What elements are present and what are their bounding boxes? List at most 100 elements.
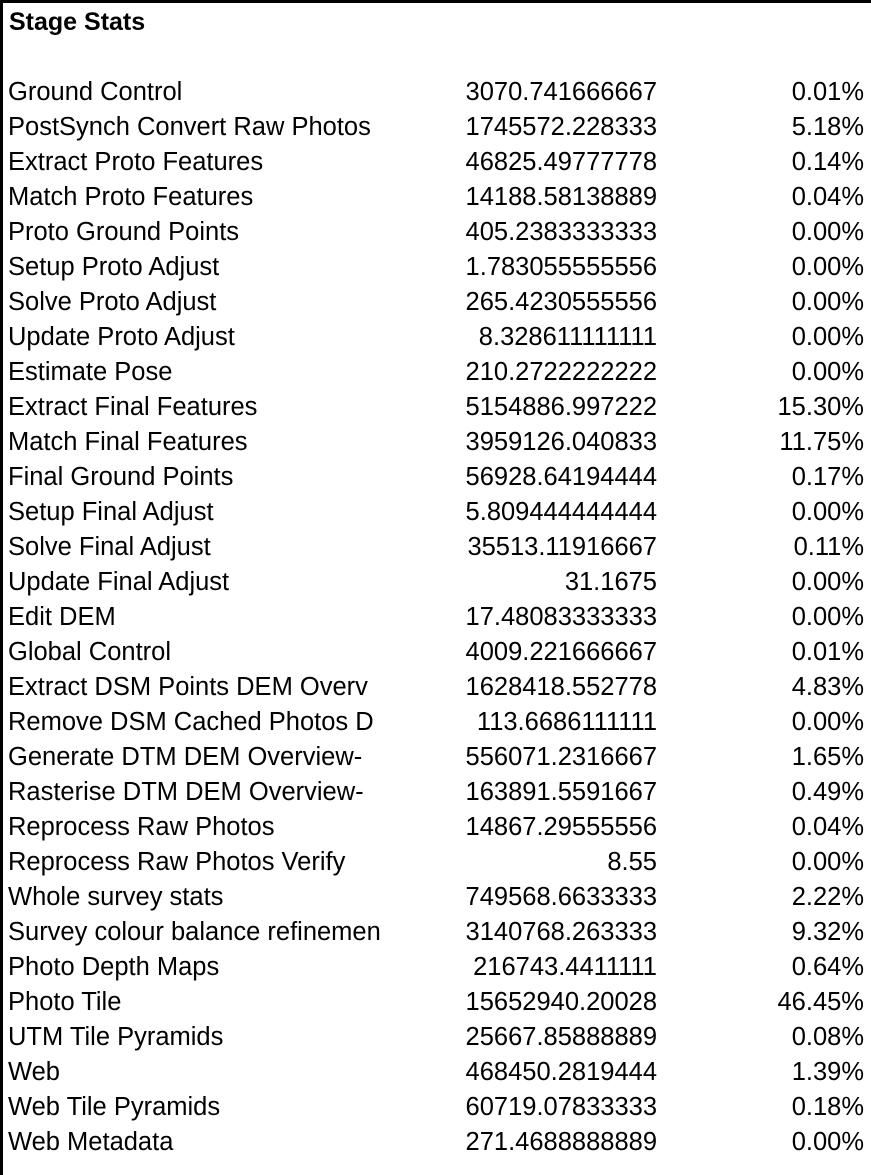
stage-percent-cell[interactable]: 0.17%: [791, 463, 864, 491]
stage-name-cell[interactable]: UTM Tile Pyramids: [8, 1023, 224, 1051]
stage-percent-cell[interactable]: 15.30%: [777, 393, 865, 421]
stage-percent-cell[interactable]: 0.01%: [791, 638, 864, 666]
stage-value-cell[interactable]: 5.809444444444: [465, 498, 657, 526]
stage-name-cell[interactable]: Extract DSM Points DEM Overv: [8, 673, 368, 701]
stage-value-cell[interactable]: 163891.5591667: [465, 778, 657, 806]
stage-value-cell[interactable]: 3959126.040833: [465, 428, 657, 456]
stage-percent-cell[interactable]: 0.04%: [791, 813, 864, 841]
stage-value-cell[interactable]: 210.2722222222: [465, 358, 657, 386]
stage-value-cell[interactable]: 556071.2316667: [465, 743, 657, 771]
stage-name-cell[interactable]: Photo Tile: [8, 988, 122, 1016]
sheet-title[interactable]: Stage Stats: [9, 8, 146, 36]
stage-name-cell[interactable]: Generate DTM DEM Overview-: [8, 743, 363, 771]
stage-percent-cell[interactable]: 0.00%: [791, 498, 864, 526]
stage-value-cell[interactable]: 25667.85888889: [465, 1023, 657, 1051]
stage-percent-cell[interactable]: 0.00%: [791, 288, 864, 316]
stage-value-cell[interactable]: 56928.64194444: [465, 463, 657, 491]
stage-name-cell[interactable]: Update Final Adjust: [8, 568, 230, 596]
stage-value-cell[interactable]: 8.55: [607, 848, 657, 876]
stage-value-cell[interactable]: 405.2383333333: [465, 218, 657, 246]
stage-value-cell[interactable]: 46825.49777778: [465, 148, 657, 176]
stage-percent-cell[interactable]: 0.00%: [791, 568, 864, 596]
stage-value-cell[interactable]: 113.6686111111: [476, 708, 657, 736]
stage-percent-cell[interactable]: 0.00%: [791, 848, 864, 876]
stage-percent-cell[interactable]: 1.39%: [791, 1058, 864, 1086]
stage-percent-cell[interactable]: 1.65%: [791, 743, 864, 771]
stage-name-cell[interactable]: Web Tile Pyramids: [8, 1093, 221, 1121]
table-row: Rasterise DTM DEM Overview- 163891.55916…: [3, 775, 871, 810]
stage-value-cell[interactable]: 265.4230555556: [465, 288, 657, 316]
stage-percent-cell[interactable]: 0.00%: [791, 708, 864, 736]
stage-value-cell[interactable]: 3070.741666667: [465, 78, 657, 106]
table-row: UTM Tile Pyramids 25667.85888889 0.08%: [3, 1020, 871, 1055]
stage-name-cell[interactable]: Remove DSM Cached Photos D: [8, 708, 374, 736]
stage-name-cell[interactable]: Photo Depth Maps: [8, 953, 220, 981]
stage-name-cell[interactable]: Setup Proto Adjust: [8, 253, 220, 281]
stage-value-cell[interactable]: 216743.4411111: [473, 953, 657, 981]
stage-value-cell[interactable]: 35513.11916667: [467, 533, 657, 561]
stage-value-cell[interactable]: 8.328611111111: [478, 323, 657, 351]
stage-percent-cell[interactable]: 0.49%: [791, 778, 864, 806]
stage-percent-cell[interactable]: 5.18%: [791, 113, 864, 141]
stage-value-cell[interactable]: 1745572.228333: [465, 113, 657, 141]
stage-value-cell[interactable]: 60719.07833333: [465, 1093, 657, 1121]
stage-percent-cell[interactable]: 0.08%: [791, 1023, 864, 1051]
stage-percent-cell[interactable]: 0.00%: [791, 358, 864, 386]
table-row: Edit DEM 17.48083333333 0.00%: [3, 600, 871, 635]
stage-value-cell[interactable]: 3140768.263333: [465, 918, 657, 946]
stage-percent-cell[interactable]: 4.83%: [791, 673, 864, 701]
stage-percent-cell[interactable]: 0.00%: [791, 253, 864, 281]
stage-value-cell[interactable]: 468450.2819444: [465, 1058, 657, 1086]
stage-name-cell[interactable]: Edit DEM: [8, 603, 116, 631]
table-row: Update Final Adjust 31.1675 0.00%: [3, 565, 871, 600]
stage-name-cell[interactable]: Extract Final Features: [8, 393, 258, 421]
stage-name-cell[interactable]: Proto Ground Points: [8, 218, 240, 246]
stage-name-cell[interactable]: Solve Final Adjust: [8, 533, 211, 561]
stage-name-cell[interactable]: Reprocess Raw Photos: [8, 813, 275, 841]
stage-name-cell[interactable]: Match Proto Features: [8, 183, 254, 211]
stage-name-cell[interactable]: Match Final Features: [8, 428, 248, 456]
stage-percent-cell[interactable]: 2.22%: [791, 883, 864, 911]
stage-name-cell[interactable]: Solve Proto Adjust: [8, 288, 217, 316]
stage-value-cell[interactable]: 31.1675: [564, 568, 657, 596]
stage-name-cell[interactable]: Global Control: [8, 638, 171, 666]
stage-percent-cell[interactable]: 0.00%: [791, 323, 864, 351]
stage-value-cell[interactable]: 271.4688888889: [465, 1128, 657, 1156]
stage-value-cell[interactable]: 1628418.552778: [465, 673, 657, 701]
stage-percent-cell[interactable]: 0.18%: [791, 1093, 864, 1121]
stage-name-cell[interactable]: PostSynch Convert Raw Photos: [8, 113, 371, 141]
stage-name-cell[interactable]: Setup Final Adjust: [8, 498, 214, 526]
stage-name-cell[interactable]: Reprocess Raw Photos Verify: [8, 848, 346, 876]
table-row: Web 468450.2819444 1.39%: [3, 1055, 871, 1090]
stage-name-cell[interactable]: Whole survey stats: [8, 883, 224, 911]
stage-percent-cell[interactable]: 0.01%: [791, 78, 864, 106]
stage-name-cell[interactable]: Ground Control: [8, 78, 183, 106]
stage-percent-cell[interactable]: 11.75%: [779, 428, 864, 456]
stage-percent-cell[interactable]: 0.64%: [791, 953, 864, 981]
stage-percent-cell[interactable]: 0.00%: [791, 1128, 864, 1156]
stage-percent-cell[interactable]: 0.04%: [791, 183, 864, 211]
stage-name-cell[interactable]: Extract Proto Features: [8, 148, 264, 176]
stage-value-cell[interactable]: 1.783055555556: [465, 253, 657, 281]
stage-value-cell[interactable]: 17.48083333333: [465, 603, 657, 631]
stage-name-cell[interactable]: Rasterise DTM DEM Overview-: [8, 778, 364, 806]
stage-percent-cell[interactable]: 0.11%: [793, 533, 864, 561]
stage-value-cell[interactable]: 15652940.20028: [465, 988, 657, 1016]
stage-name-cell[interactable]: Update Proto Adjust: [8, 323, 235, 351]
stage-percent-cell[interactable]: 0.00%: [791, 218, 864, 246]
stage-percent-cell[interactable]: 9.32%: [791, 918, 864, 946]
stage-name-cell[interactable]: Web: [8, 1058, 60, 1086]
stage-name-cell[interactable]: Survey colour balance refinemen: [8, 918, 381, 946]
stage-percent-cell[interactable]: 0.14%: [791, 148, 864, 176]
stage-value-cell[interactable]: 14867.29555556: [465, 813, 657, 841]
stage-value-cell[interactable]: 14188.58138889: [465, 183, 657, 211]
stage-value-cell[interactable]: 749568.6633333: [465, 883, 657, 911]
stage-value-cell[interactable]: 4009.221666667: [465, 638, 657, 666]
stage-percent-cell[interactable]: 0.00%: [791, 603, 864, 631]
stage-name-cell[interactable]: Estimate Pose: [8, 358, 173, 386]
stage-name-cell[interactable]: Web Metadata: [8, 1128, 174, 1156]
stage-name-cell[interactable]: Final Ground Points: [8, 463, 234, 491]
stage-percent-cell[interactable]: 46.45%: [777, 988, 865, 1016]
stage-value-cell[interactable]: 5154886.997222: [465, 393, 657, 421]
